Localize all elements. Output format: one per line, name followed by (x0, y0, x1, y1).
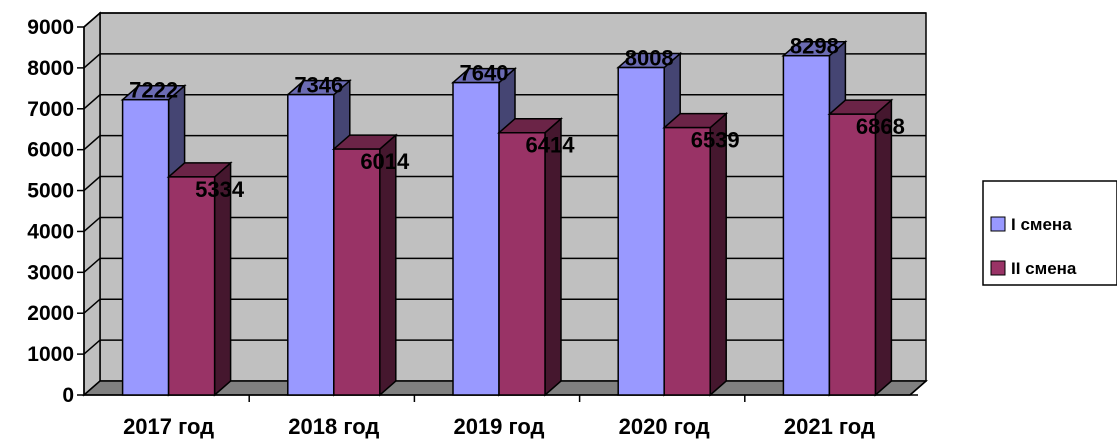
x-category-label: 2021 год (784, 414, 875, 439)
data-label: 6014 (360, 149, 410, 174)
y-tick-label: 5000 (27, 180, 74, 203)
bar-front (828, 113, 877, 396)
data-label: 6539 (691, 128, 740, 153)
bar-front (663, 126, 711, 396)
y-tick-label: 2000 (27, 302, 74, 325)
y-tick-label: 8000 (27, 57, 74, 80)
data-label: 7222 (129, 78, 178, 103)
data-label: 7640 (460, 61, 509, 86)
y-tick-label: 1000 (27, 343, 74, 366)
bar-front (287, 93, 335, 396)
bar-2-5 (827, 98, 894, 397)
legend-swatch-series-2 (990, 260, 1006, 276)
bar-2-4 (662, 111, 729, 397)
bar-front (121, 98, 170, 396)
legend-swatch-series-1 (990, 216, 1006, 232)
data-label: 5334 (195, 177, 245, 202)
y-tick-label: 6000 (27, 139, 74, 162)
gridline (83, 12, 926, 28)
bar-front (782, 54, 831, 396)
bar-side (544, 117, 562, 397)
x-axis-depth (909, 380, 927, 396)
legend-label-series-2: II смена (1011, 259, 1077, 278)
data-label: 6868 (856, 114, 905, 139)
bar-front (498, 131, 546, 396)
y-tick-label: 0 (62, 384, 74, 407)
bar-front (452, 81, 500, 396)
bar-1-1 (120, 84, 187, 397)
side-wall (83, 11, 101, 397)
data-label: 8298 (790, 34, 839, 59)
legend-label-series-1: I смена (1011, 215, 1072, 234)
y-tick-label: 4000 (27, 220, 74, 243)
bar-2-1 (166, 161, 233, 397)
data-label: 7346 (294, 73, 343, 98)
bar-2-3 (497, 117, 563, 397)
data-label: 8008 (625, 46, 674, 71)
bar-2-2 (331, 133, 398, 397)
x-category-label: 2020 год (619, 414, 710, 439)
bars (120, 40, 894, 397)
x-category-labels: 2017 год 2018 год 2019 год 2020 год 2021 год (123, 414, 875, 439)
bar-front (167, 176, 216, 396)
bar-side (874, 98, 893, 397)
data-label: 6414 (526, 133, 576, 158)
bar-side (709, 111, 727, 397)
data-labels: 7222 5334 7346 6014 7640 6414 8008 6539 8298 6868 (129, 34, 905, 202)
y-tick-label: 3000 (27, 261, 74, 284)
bar-front (617, 66, 665, 396)
y-tick-label: 9000 (27, 16, 74, 39)
x-category-label: 2019 год (453, 414, 544, 439)
x-category-label: 2017 год (123, 414, 214, 439)
x-category-label: 2018 год (288, 414, 379, 439)
y-tick-labels: 0 1000 2000 3000 4000 5000 6000 7000 8000 9000 (27, 16, 74, 407)
y-tick-label: 7000 (27, 98, 74, 121)
bar-front (333, 148, 381, 396)
legend: I смена II смена (982, 180, 1117, 286)
